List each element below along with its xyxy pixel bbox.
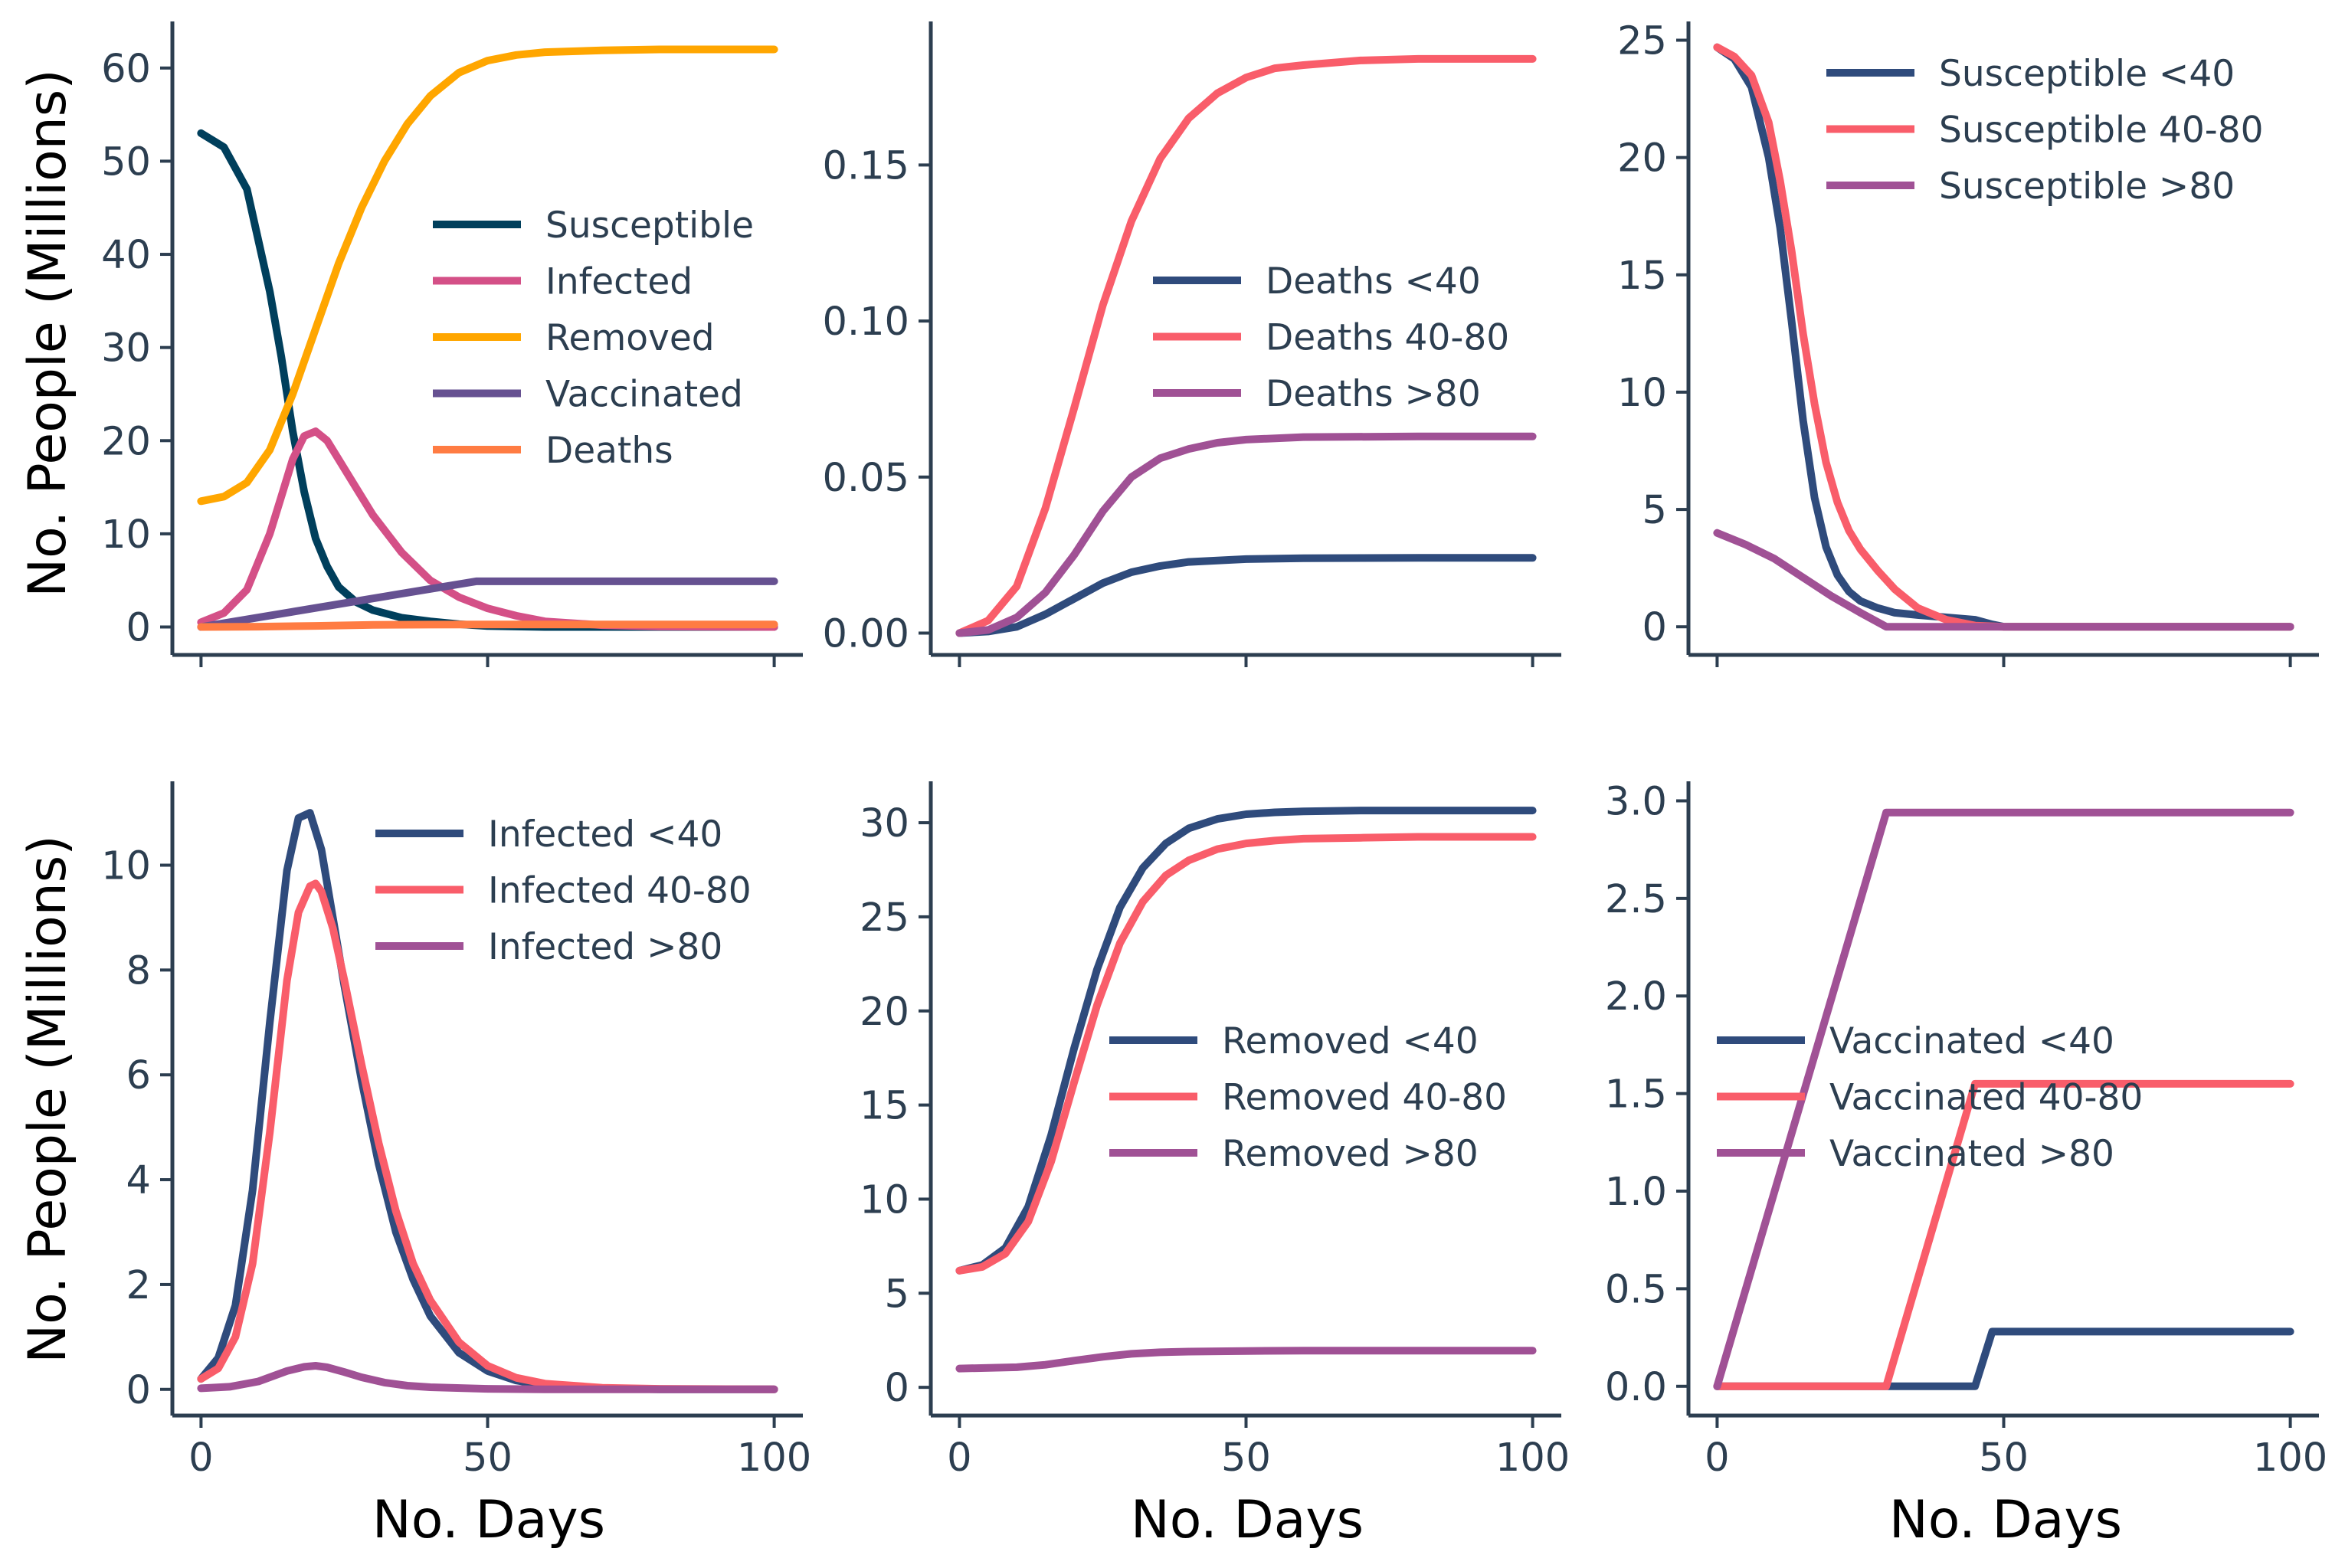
y-tick-label: 20 <box>1617 136 1667 182</box>
series-line-removed-80 <box>955 1347 1537 1373</box>
x-tick-label: 0 <box>1705 1435 1729 1481</box>
y-tick-label: 0.10 <box>822 300 909 345</box>
legend-label: Infected <40 <box>488 813 722 856</box>
y-tick-label: 1.0 <box>1605 1170 1667 1215</box>
x-axis-label: No. Days <box>1131 1490 1364 1550</box>
series-line-infected-80 <box>197 1362 778 1393</box>
series-line-susceptible-40 <box>1713 43 2294 631</box>
y-tick-label: 1.5 <box>1605 1072 1667 1118</box>
x-tick-label: 0 <box>188 1435 213 1481</box>
y-tick-label: 5 <box>1642 488 1667 533</box>
x-tick-label: 100 <box>1495 1435 1570 1481</box>
legend-label: Infected 40-80 <box>488 870 752 912</box>
y-tick-label: 10 <box>860 1177 909 1223</box>
y-tick-label: 15 <box>860 1084 909 1129</box>
legend-label: Removed <40 <box>1222 1020 1479 1062</box>
series-line-vaccinated-40-80 <box>1713 1079 2294 1390</box>
legend-label: Removed >80 <box>1222 1133 1479 1175</box>
series-line-infected-40-80 <box>197 879 778 1393</box>
x-axis-label: No. Days <box>372 1490 605 1550</box>
legend-label: Removed 40-80 <box>1222 1077 1507 1119</box>
y-tick-label: 30 <box>860 801 909 846</box>
series-line-removed-40-80 <box>955 833 1537 1275</box>
series-line-deaths <box>197 620 778 631</box>
legend-label: Infected <box>545 261 693 303</box>
y-axis-label: No. People (Millions) <box>18 835 78 1363</box>
y-tick-label: 0 <box>1642 605 1667 650</box>
legend-label: Susceptible <box>545 205 754 247</box>
panel-deaths: 0.00 0.05 0.10 0.15 Deaths <40 Deaths 40-80 D… <box>822 21 1561 667</box>
y-tick-label: 2.5 <box>1605 877 1667 922</box>
y-tick-label: 60 <box>101 47 151 92</box>
x-tick-label: 50 <box>1221 1435 1271 1481</box>
y-tick-label: 10 <box>1617 371 1667 416</box>
x-axis-label: No. Days <box>1889 1490 2122 1550</box>
y-tick-label: 4 <box>126 1158 151 1203</box>
y-tick-label: 0.15 <box>822 143 909 188</box>
panel-vaccinated: 0.0 0.5 1.0 1.5 2.0 2.5 3.0 0 50 100 No. Days Vac… <box>1605 779 2327 1550</box>
series-line-infected <box>197 427 778 631</box>
series-line-removed-40 <box>955 807 1537 1275</box>
legend-label: Deaths <box>545 430 673 472</box>
legend-label: Vaccinated <box>545 374 743 416</box>
y-tick-label: 0 <box>126 1368 151 1413</box>
y-tick-label: 0 <box>126 606 151 651</box>
panel-total: 0 10 20 30 40 50 60 No. People (Millions) Susc… <box>18 21 803 667</box>
y-tick-label: 0.0 <box>1605 1365 1667 1410</box>
legend-label: Vaccinated <40 <box>1829 1020 2114 1062</box>
legend-label: Susceptible <40 <box>1939 53 2235 95</box>
y-tick-label: 0.5 <box>1605 1267 1667 1312</box>
series-line-susceptible-40-80 <box>1713 43 2294 631</box>
legend-label: Susceptible >80 <box>1939 165 2235 208</box>
panel-removed: 0 5 10 15 20 25 30 0 50 100 No. Days Removed <40 R… <box>860 781 1570 1550</box>
y-tick-label: 3.0 <box>1605 779 1667 824</box>
legend-label: Vaccinated >80 <box>1829 1133 2114 1175</box>
x-tick-label: 50 <box>463 1435 513 1481</box>
series-line-deaths-40 <box>955 554 1537 637</box>
legend-label: Deaths 40-80 <box>1266 317 1509 359</box>
y-tick-label: 0.00 <box>822 611 909 656</box>
series-line-deaths-80 <box>955 432 1537 637</box>
x-tick-label: 100 <box>2253 1435 2327 1481</box>
y-tick-label: 50 <box>101 139 151 185</box>
legend-label: Infected >80 <box>488 926 722 968</box>
y-tick-label: 30 <box>101 326 151 372</box>
legend-label: Removed <box>545 317 715 359</box>
x-tick-label: 50 <box>1979 1435 2029 1481</box>
y-tick-label: 20 <box>860 990 909 1035</box>
y-tick-label: 25 <box>860 895 909 941</box>
series-line-deaths-40-80 <box>955 54 1537 637</box>
y-axis-label: No. People (Millions) <box>18 69 78 597</box>
legend-label: Deaths <40 <box>1266 260 1481 303</box>
series-line-vaccinated-80 <box>1713 808 2294 1390</box>
y-tick-label: 8 <box>126 948 151 994</box>
x-tick-label: 100 <box>737 1435 811 1481</box>
series-line-susceptible-80 <box>1713 529 2294 631</box>
y-tick-label: 6 <box>126 1053 151 1098</box>
y-tick-label: 2.0 <box>1605 974 1667 1020</box>
panel-susceptible: 0 5 10 15 20 25 Susceptible <40 Susceptible 40… <box>1617 19 2319 667</box>
series-line-vaccinated <box>197 577 778 631</box>
y-tick-label: 10 <box>101 512 151 558</box>
x-tick-label: 0 <box>947 1435 971 1481</box>
y-tick-label: 25 <box>1617 19 1667 64</box>
y-tick-label: 2 <box>126 1263 151 1308</box>
y-tick-label: 0.05 <box>822 456 909 501</box>
legend-label: Vaccinated 40-80 <box>1829 1077 2143 1119</box>
legend-label: Susceptible 40-80 <box>1939 110 2264 152</box>
y-tick-label: 15 <box>1617 254 1667 299</box>
series-line-removed <box>197 45 778 506</box>
legend-label: Deaths >80 <box>1266 373 1481 415</box>
y-tick-label: 20 <box>101 419 151 464</box>
y-tick-label: 10 <box>101 843 151 889</box>
y-tick-label: 5 <box>885 1272 909 1317</box>
y-tick-label: 40 <box>101 233 151 278</box>
y-tick-label: 0 <box>885 1366 909 1411</box>
